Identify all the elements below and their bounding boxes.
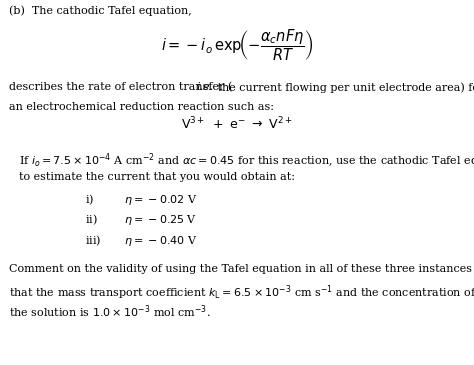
Text: Comment on the validity of using the Tafel equation in all of these three instan: Comment on the validity of using the Taf…	[9, 264, 474, 273]
Text: If $i_o = 7.5\times10^{-4}$ A cm$^{-2}$ and $\alpha c = 0.45$ for this reaction,: If $i_o = 7.5\times10^{-4}$ A cm$^{-2}$ …	[19, 151, 474, 170]
Text: ii)        $\eta = -0.25$ V: ii) $\eta = -0.25$ V	[85, 212, 197, 227]
Text: that the mass transport coefficient $k_\mathrm{L} = 6.5\times10^{-3}$ cm s$^{-1}: that the mass transport coefficient $k_\…	[9, 284, 474, 302]
Text: $i = -i_o\,\mathrm{exp}\!\left(-\dfrac{\alpha_c nF\eta}{RT}\right)$: $i = -i_o\,\mathrm{exp}\!\left(-\dfrac{\…	[161, 28, 313, 64]
Text: $\mathrm{V^{3+}\ +\ e^{-}\ \rightarrow\ V^{2+}}$: $\mathrm{V^{3+}\ +\ e^{-}\ \rightarrow\ …	[181, 116, 293, 133]
Text: an electrochemical reduction reaction such as:: an electrochemical reduction reaction su…	[9, 102, 274, 112]
Text: describes the rate of electron transfer (: describes the rate of electron transfer …	[9, 82, 233, 92]
Text: to estimate the current that you would obtain at:: to estimate the current that you would o…	[19, 172, 295, 181]
Text: iii)       $\eta = -0.40$ V: iii) $\eta = -0.40$ V	[85, 233, 198, 247]
Text: i)         $\eta = -0.02$ V: i) $\eta = -0.02$ V	[85, 192, 198, 207]
Text: (b)  The cathodic Tafel equation,: (b) The cathodic Tafel equation,	[9, 5, 192, 16]
Text: the solution is $1.0\times10^{-3}$ mol cm$^{-3}$.: the solution is $1.0\times10^{-3}$ mol c…	[9, 304, 211, 320]
Text: i.e.: i.e.	[197, 82, 214, 92]
Text: the current flowing per unit electrode area) for: the current flowing per unit electrode a…	[214, 82, 474, 93]
